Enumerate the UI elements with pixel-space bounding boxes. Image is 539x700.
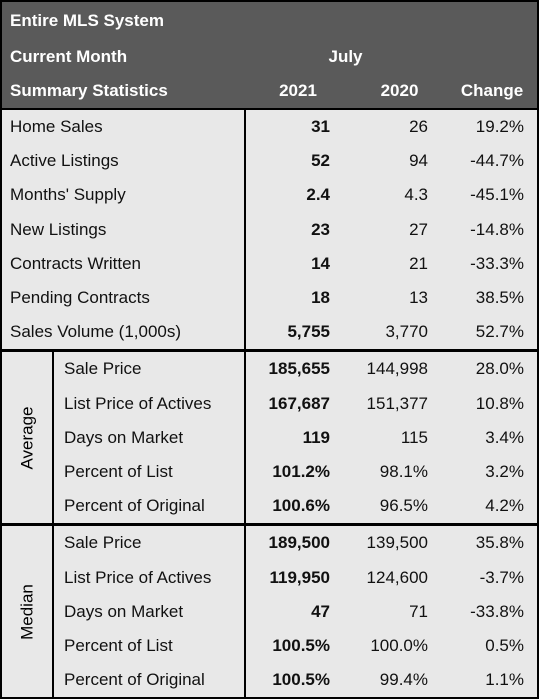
row-label: Sales Volume (1,000s)	[10, 322, 182, 342]
row-label: New Listings	[10, 219, 107, 239]
value-2020: 71	[409, 601, 428, 621]
value-2020: 3,770	[385, 322, 428, 342]
value-2021: 100.5%	[272, 670, 330, 690]
value-change: 10.8%	[475, 393, 524, 413]
value-change: -33.3%	[470, 253, 524, 273]
value-2021: 5,755	[287, 322, 330, 342]
value-2020: 26	[409, 117, 428, 136]
row-label: Percent of List	[64, 462, 173, 481]
table-header	[2, 2, 537, 108]
value-2021: 119,950	[269, 567, 330, 587]
rule	[2, 349, 537, 353]
title: Entire MLS System	[10, 11, 164, 30]
value-change: 35.8%	[475, 533, 524, 553]
value-2021: 18	[311, 288, 330, 307]
value-2021: 52	[311, 151, 330, 171]
value-change: 1.1%	[485, 670, 524, 690]
value-change: 3.2%	[485, 462, 524, 481]
rule	[52, 526, 54, 698]
value-2020: 98.1%	[379, 462, 428, 481]
column-header: 2020	[380, 81, 419, 100]
value-change: -44.7%	[470, 151, 524, 171]
value-2020: 27	[409, 219, 428, 239]
rule	[244, 108, 246, 698]
value-2020: 13	[409, 288, 428, 307]
value-2021: 100.5%	[272, 636, 330, 655]
value-change: 52.7%	[475, 322, 524, 342]
column-header: Change	[460, 81, 524, 100]
period-label: Current Month	[10, 47, 128, 66]
value-change: -14.8%	[470, 219, 524, 239]
section-label: Average	[17, 406, 36, 470]
row-label: Active Listings	[10, 151, 119, 171]
value-change: 38.5%	[475, 288, 524, 307]
stats-label: Summary Statistics	[10, 81, 168, 100]
value-change: -33.8%	[470, 601, 524, 621]
value-change: 4.2%	[485, 496, 524, 516]
value-2020: 139,500	[366, 533, 428, 553]
value-change: 19.2%	[475, 117, 524, 136]
row-label: Months' Supply	[10, 185, 126, 205]
value-2020: 21	[409, 253, 428, 273]
value-2020: 124,600	[366, 567, 428, 587]
row-label: Home Sales	[10, 117, 103, 136]
value-2020: 100.0%	[370, 636, 428, 655]
row-label: Percent of Original	[64, 670, 205, 690]
value-change: 3.4%	[485, 427, 524, 447]
value-2021: 31	[311, 117, 330, 136]
value-2021: 101.2%	[272, 462, 330, 481]
value-2021: 2.4	[306, 185, 330, 205]
value-change: -3.7%	[479, 567, 524, 587]
value-2020: 115	[400, 427, 428, 447]
value-2021: 100.6%	[272, 496, 330, 516]
value-2020: 99.4%	[379, 670, 428, 690]
value-2021: 14	[311, 253, 330, 273]
value-2021: 189,500	[268, 533, 330, 553]
value-2020: 4.3	[404, 185, 428, 205]
value-2021: 167,687	[268, 393, 330, 413]
value-2021: 119	[302, 427, 330, 447]
value-2021: 185,655	[268, 359, 330, 379]
row-label: List Price of Actives	[64, 567, 212, 587]
value-2020: 96.5%	[379, 496, 428, 516]
row-label: Sale Price	[64, 533, 142, 553]
row-label: Percent of Original	[64, 496, 205, 516]
row-label: Sale Price	[64, 359, 142, 379]
section-label: Median	[17, 584, 36, 640]
rule	[2, 523, 537, 527]
value-2020: 144,998	[366, 359, 428, 379]
row-label: Days on Market	[64, 601, 184, 621]
value-change: -45.1%	[470, 185, 524, 205]
value-2020: 151,377	[366, 393, 428, 413]
row-label: Pending Contracts	[10, 288, 150, 307]
row-label: List Price of Actives	[64, 393, 212, 413]
value-change: 0.5%	[485, 636, 524, 655]
column-header: 2021	[279, 81, 317, 100]
month: July	[328, 47, 363, 66]
value-2021: 23	[311, 219, 330, 239]
row-label: Days on Market	[64, 427, 184, 447]
value-2020: 94	[409, 151, 428, 171]
rule	[52, 352, 54, 524]
value-2021: 47	[311, 601, 330, 621]
row-label: Percent of List	[64, 636, 173, 655]
row-label: Contracts Written	[10, 253, 142, 273]
rule	[2, 108, 537, 110]
value-change: 28.0%	[475, 359, 524, 379]
